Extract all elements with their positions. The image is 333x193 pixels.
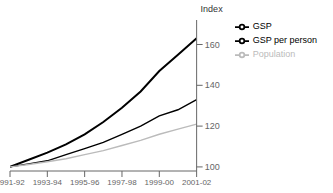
svg-text:1995-96: 1995-96 bbox=[70, 178, 100, 187]
svg-text:1991-92: 1991-92 bbox=[8, 178, 25, 187]
html-text:GSP: GSP bbox=[252, 21, 272, 32]
svg-text:120: 120 bbox=[205, 121, 220, 131]
svg-text:1999-00: 1999-00 bbox=[145, 178, 175, 187]
svg-text:1997-98: 1997-98 bbox=[107, 178, 137, 187]
svg-text:2001-02: 2001-02 bbox=[182, 178, 212, 187]
html-text:Population: Population bbox=[252, 49, 296, 60]
svg-text:160: 160 bbox=[205, 40, 220, 50]
svg-text:100: 100 bbox=[205, 162, 220, 172]
svg-text:Index: Index bbox=[201, 4, 224, 14]
html-text:GSP per person: GSP per person bbox=[252, 35, 317, 46]
svg-text:1993-94: 1993-94 bbox=[33, 178, 63, 187]
svg-text:140: 140 bbox=[205, 80, 220, 90]
